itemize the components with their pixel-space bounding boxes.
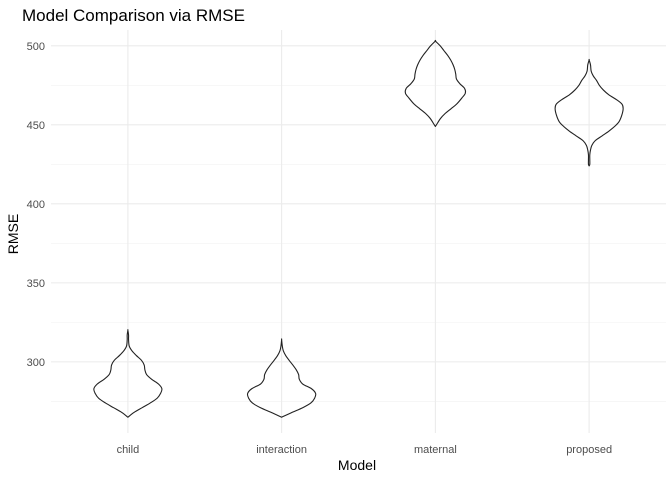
violin-maternal	[404, 39, 467, 127]
grid-lines	[51, 30, 666, 433]
y-axis: 300 350 400 450 500	[27, 41, 45, 369]
violins	[93, 39, 624, 418]
x-tick-label-child: child	[117, 444, 140, 456]
y-tick-label: 350	[27, 278, 45, 290]
y-axis-title: RMSE	[5, 214, 21, 254]
y-tick-label: 400	[27, 199, 45, 211]
x-axis-title: Model	[338, 457, 376, 473]
violin-interaction	[246, 338, 317, 418]
violin-child	[93, 329, 163, 418]
chart-title: Model Comparison via RMSE	[22, 6, 245, 25]
x-tick-label-maternal: maternal	[414, 444, 457, 456]
y-tick-label: 500	[27, 41, 45, 53]
x-tick-label-interaction: interaction	[256, 444, 307, 456]
y-tick-label: 300	[27, 357, 45, 369]
violin-proposed	[554, 58, 624, 167]
x-tick-label-proposed: proposed	[566, 444, 612, 456]
y-tick-label: 450	[27, 120, 45, 132]
x-axis: child interaction maternal proposed	[117, 444, 613, 456]
